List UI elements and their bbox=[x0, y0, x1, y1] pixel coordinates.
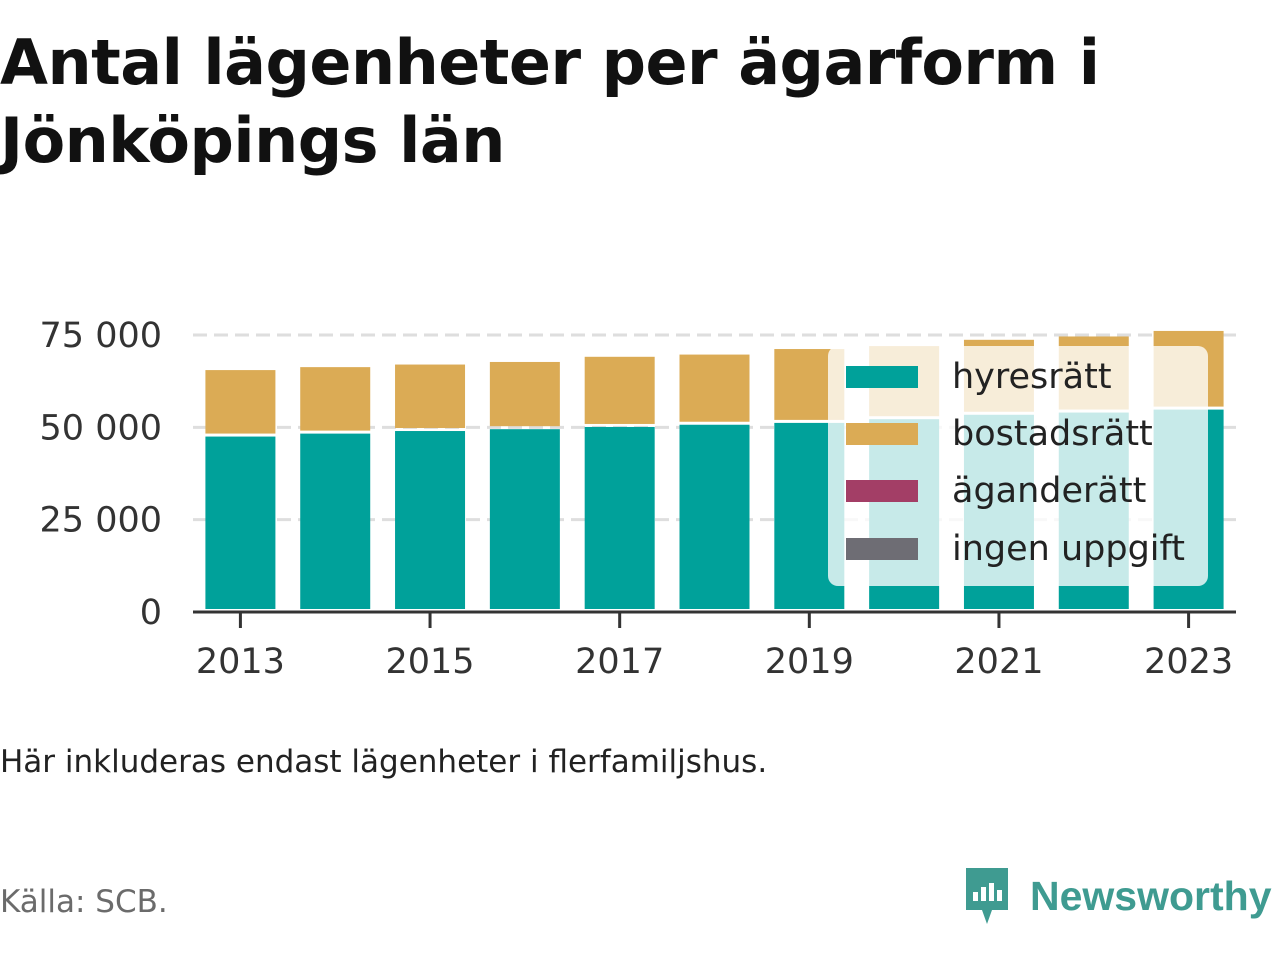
bar-bostadsratt-2014 bbox=[300, 367, 371, 431]
legend-label-aganderatt: äganderätt bbox=[952, 471, 1147, 511]
bar-bostadsratt-2016 bbox=[489, 361, 560, 427]
legend-swatch-hyresratt bbox=[846, 366, 918, 388]
chart-caption: Här inkluderas endast lägenheter i flerf… bbox=[0, 744, 768, 780]
bar-bostadsratt-2018 bbox=[679, 354, 750, 422]
legend-item-bostadsratt[interactable]: bostadsrätt bbox=[846, 414, 1153, 454]
legend-item-ingen-uppgift[interactable]: ingen uppgift bbox=[846, 529, 1185, 569]
source-note: Källa: SCB. bbox=[0, 884, 168, 920]
legend-label-bostadsratt: bostadsrätt bbox=[952, 414, 1153, 454]
x-tick-label: 2017 bbox=[575, 642, 664, 682]
bar-bostadsratt-2017 bbox=[584, 356, 655, 424]
bar-hyresratt-2018 bbox=[679, 424, 750, 609]
x-tick-label: 2013 bbox=[196, 642, 285, 682]
bar-hyresratt-2015 bbox=[395, 431, 466, 609]
legend-swatch-bostadsratt bbox=[846, 423, 918, 445]
bar-hyresratt-2014 bbox=[300, 433, 371, 609]
y-axis-tick-labels: 0 25 000 50 000 75 000 bbox=[40, 316, 162, 633]
newsworthy-logo-icon bbox=[966, 868, 1008, 924]
legend-item-aganderatt[interactable]: äganderätt bbox=[846, 471, 1146, 511]
y-tick-label: 50 000 bbox=[40, 408, 162, 448]
x-tick-label: 2015 bbox=[386, 642, 475, 682]
legend-swatch-ingen-uppgift bbox=[846, 538, 918, 560]
legend-item-hyresratt[interactable]: hyresrätt bbox=[846, 357, 1112, 397]
legend-swatch-aganderatt bbox=[846, 480, 918, 502]
y-tick-label: 75 000 bbox=[40, 316, 162, 356]
x-tick-label: 2023 bbox=[1144, 642, 1233, 682]
legend-label-ingen-uppgift: ingen uppgift bbox=[952, 529, 1185, 569]
chart-title: Antal lägenheter per ägarform i Jönköpin… bbox=[0, 26, 1100, 177]
bar-hyresratt-2016 bbox=[489, 429, 560, 609]
y-tick-label: 0 bbox=[140, 593, 162, 633]
x-tick-label: 2019 bbox=[765, 642, 854, 682]
brand-logo[interactable]: Newsworthy bbox=[962, 864, 1272, 928]
y-tick-label: 25 000 bbox=[40, 501, 162, 541]
legend-label-hyresratt: hyresrätt bbox=[952, 357, 1112, 397]
brand-name: Newsworthy bbox=[1030, 872, 1272, 919]
bar-bostadsratt-2013 bbox=[205, 370, 276, 434]
x-tick-label: 2021 bbox=[954, 642, 1043, 682]
bar-hyresratt-2013 bbox=[205, 436, 276, 609]
x-axis-ticks: 2013 2015 2017 2019 2021 2023 bbox=[196, 612, 1233, 682]
bar-bostadsratt-2015 bbox=[395, 364, 466, 429]
legend: hyresrätt bostadsrätt äganderätt ingen u… bbox=[828, 346, 1208, 586]
bar-hyresratt-2017 bbox=[584, 426, 655, 609]
